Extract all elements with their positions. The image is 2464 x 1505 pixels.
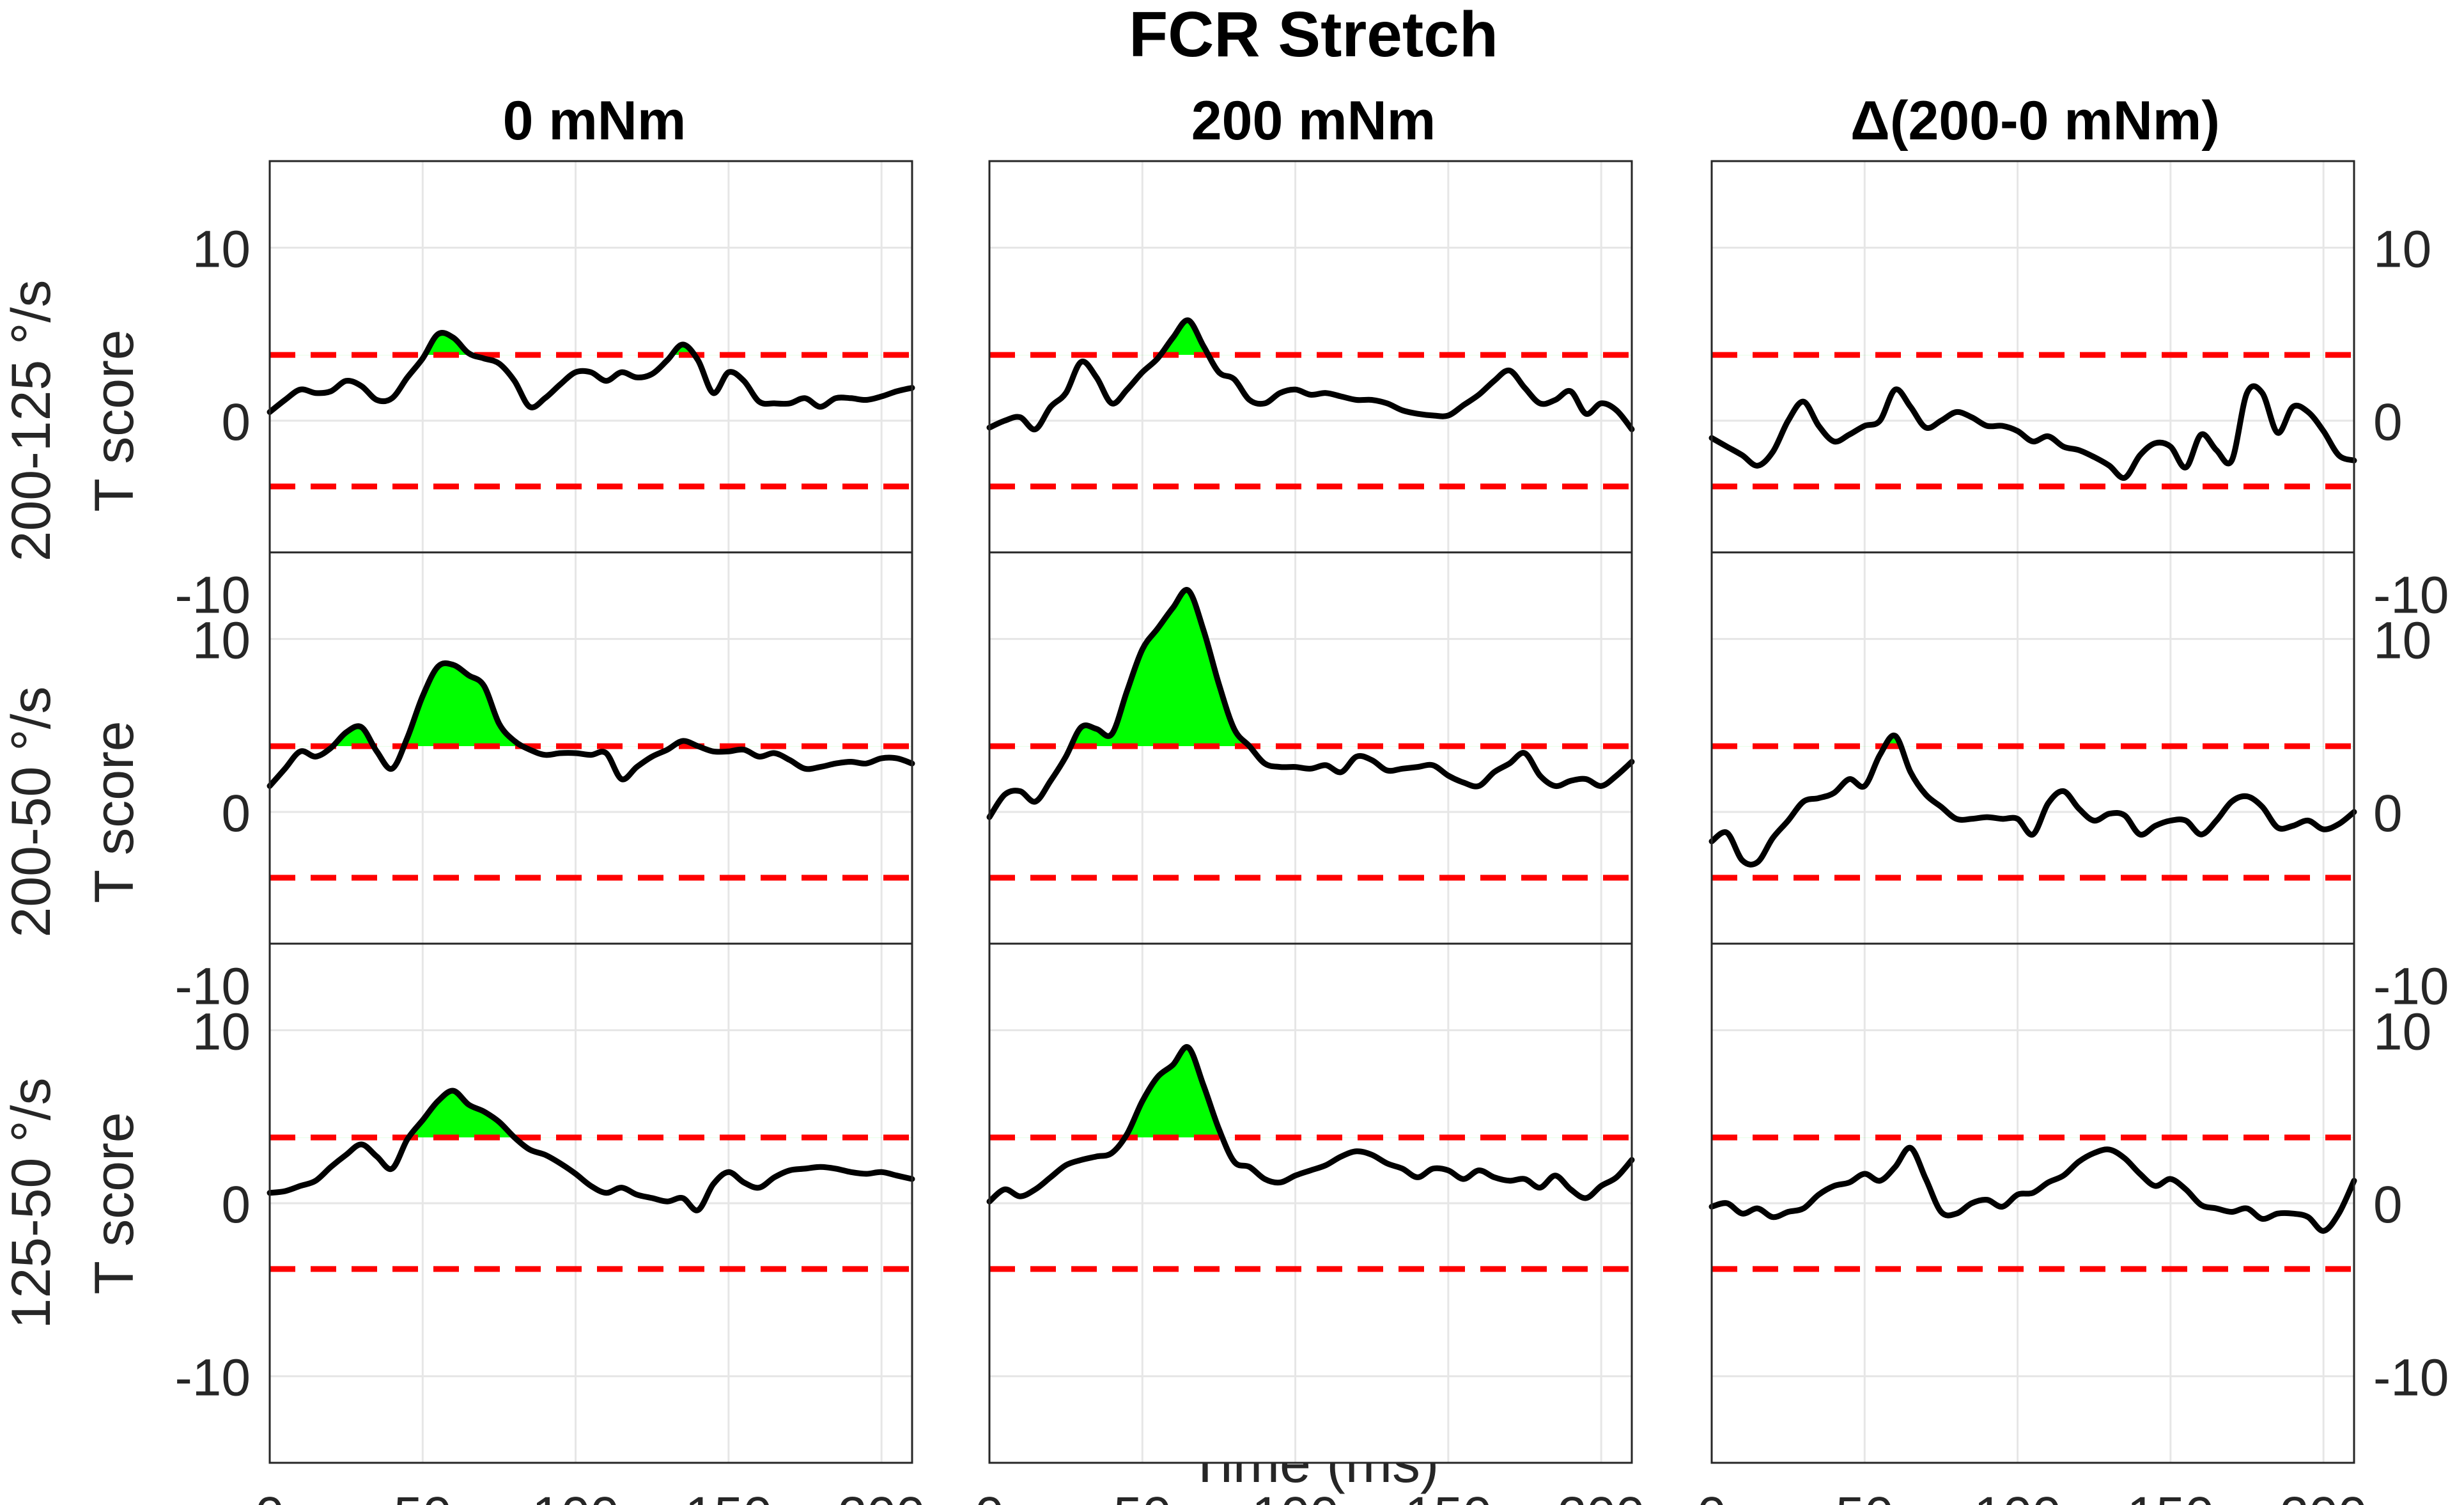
x-tick-label-r2c0: 0: [255, 1486, 284, 1505]
y-tick-label-r1c2: -10: [2373, 958, 2449, 1016]
y-tick-label-r2c0: 0: [221, 1176, 251, 1234]
x-tick-label-r2c2: 0: [1697, 1486, 1726, 1505]
significance-fill-r2c0: [270, 1091, 912, 1138]
y-tick-label-r1c2: 10: [2373, 611, 2431, 669]
y-tick-label-r1c0: 0: [221, 784, 251, 843]
x-tick-label-r2c1: 200: [1558, 1486, 1645, 1505]
column-title-1: 200 mNm: [1191, 90, 1436, 152]
row-label-2: 125-50 °/s: [1, 1078, 62, 1329]
x-tick-label-r2c2: 200: [2280, 1486, 2367, 1505]
significance-fill-r2c1: [989, 1047, 1632, 1138]
y-tick-label-r2c2: 0: [2373, 1176, 2403, 1234]
significance-fill-r1c1: [989, 589, 1632, 747]
axes-box-r2c2: [1710, 942, 2355, 1464]
y-axis-label-1: T score: [84, 721, 145, 903]
x-tick-label-r2c0: 200: [838, 1486, 926, 1505]
t-score-trace-r2c0: [267, 1088, 915, 1213]
column-title-2: Δ(200-0 mNm): [1850, 90, 2220, 152]
y-tick-label-r2c0: -10: [174, 1349, 251, 1407]
y-axis-label-2: T score: [84, 1112, 145, 1294]
y-tick-label-r0c0: 10: [192, 220, 251, 278]
significance-fill-r0c2: [1712, 355, 2354, 478]
x-tick-label-r2c1: 0: [975, 1486, 1004, 1505]
y-tick-label-r2c2: -10: [2373, 1349, 2449, 1407]
t-score-trace-r0c2: [1709, 383, 2357, 481]
y-axis-label-0: T score: [84, 329, 145, 511]
axes-box-r2c0: [268, 942, 913, 1464]
x-tick-label-r2c0: 50: [394, 1486, 452, 1505]
x-tick-label-r2c1: 150: [1404, 1486, 1492, 1505]
t-score-trace-r0c0: [267, 330, 915, 415]
y-tick-label-r1c0: -10: [174, 958, 251, 1016]
y-tick-label-r2c0: 10: [192, 1002, 251, 1061]
axes-box-r2c1: [988, 942, 1633, 1464]
x-tick-label-r2c2: 150: [2127, 1486, 2214, 1505]
figure-title: FCR Stretch: [1129, 0, 1498, 70]
x-tick-label-r2c2: 100: [1974, 1486, 2061, 1505]
y-tick-label-r1c2: 0: [2373, 784, 2403, 843]
x-tick-label-r2c1: 50: [1113, 1486, 1172, 1505]
y-tick-label-r2c2: 10: [2373, 1002, 2431, 1061]
x-tick-label-r2c0: 100: [532, 1486, 619, 1505]
y-tick-label-r1c0: 10: [192, 611, 251, 669]
t-score-trace-r2c2: [1709, 1144, 2357, 1234]
row-label-1: 200-50 °/s: [1, 687, 62, 938]
y-tick-label-r0c2: -10: [2373, 566, 2449, 625]
t-score-trace-r1c1: [986, 587, 1635, 820]
y-tick-label-r0c0: 0: [221, 393, 251, 451]
column-title-0: 0 mNm: [503, 90, 686, 152]
t-score-trace-r0c1: [986, 317, 1635, 433]
y-tick-label-r0c2: 10: [2373, 220, 2431, 278]
t-score-trace-r2c1: [986, 1044, 1635, 1205]
significance-fill-r2c2: [1712, 1137, 2354, 1138]
x-tick-label-r2c2: 50: [1836, 1486, 1894, 1505]
x-tick-label-r2c0: 150: [685, 1486, 772, 1505]
row-label-0: 200-125 °/s: [1, 280, 62, 562]
y-tick-label-r0c2: 0: [2373, 393, 2403, 451]
y-tick-label-r0c0: -10: [174, 566, 251, 625]
t-score-trace-r1c0: [267, 660, 915, 789]
x-tick-label-r2c1: 100: [1251, 1486, 1339, 1505]
t-score-trace-r1c2: [1709, 732, 2357, 868]
